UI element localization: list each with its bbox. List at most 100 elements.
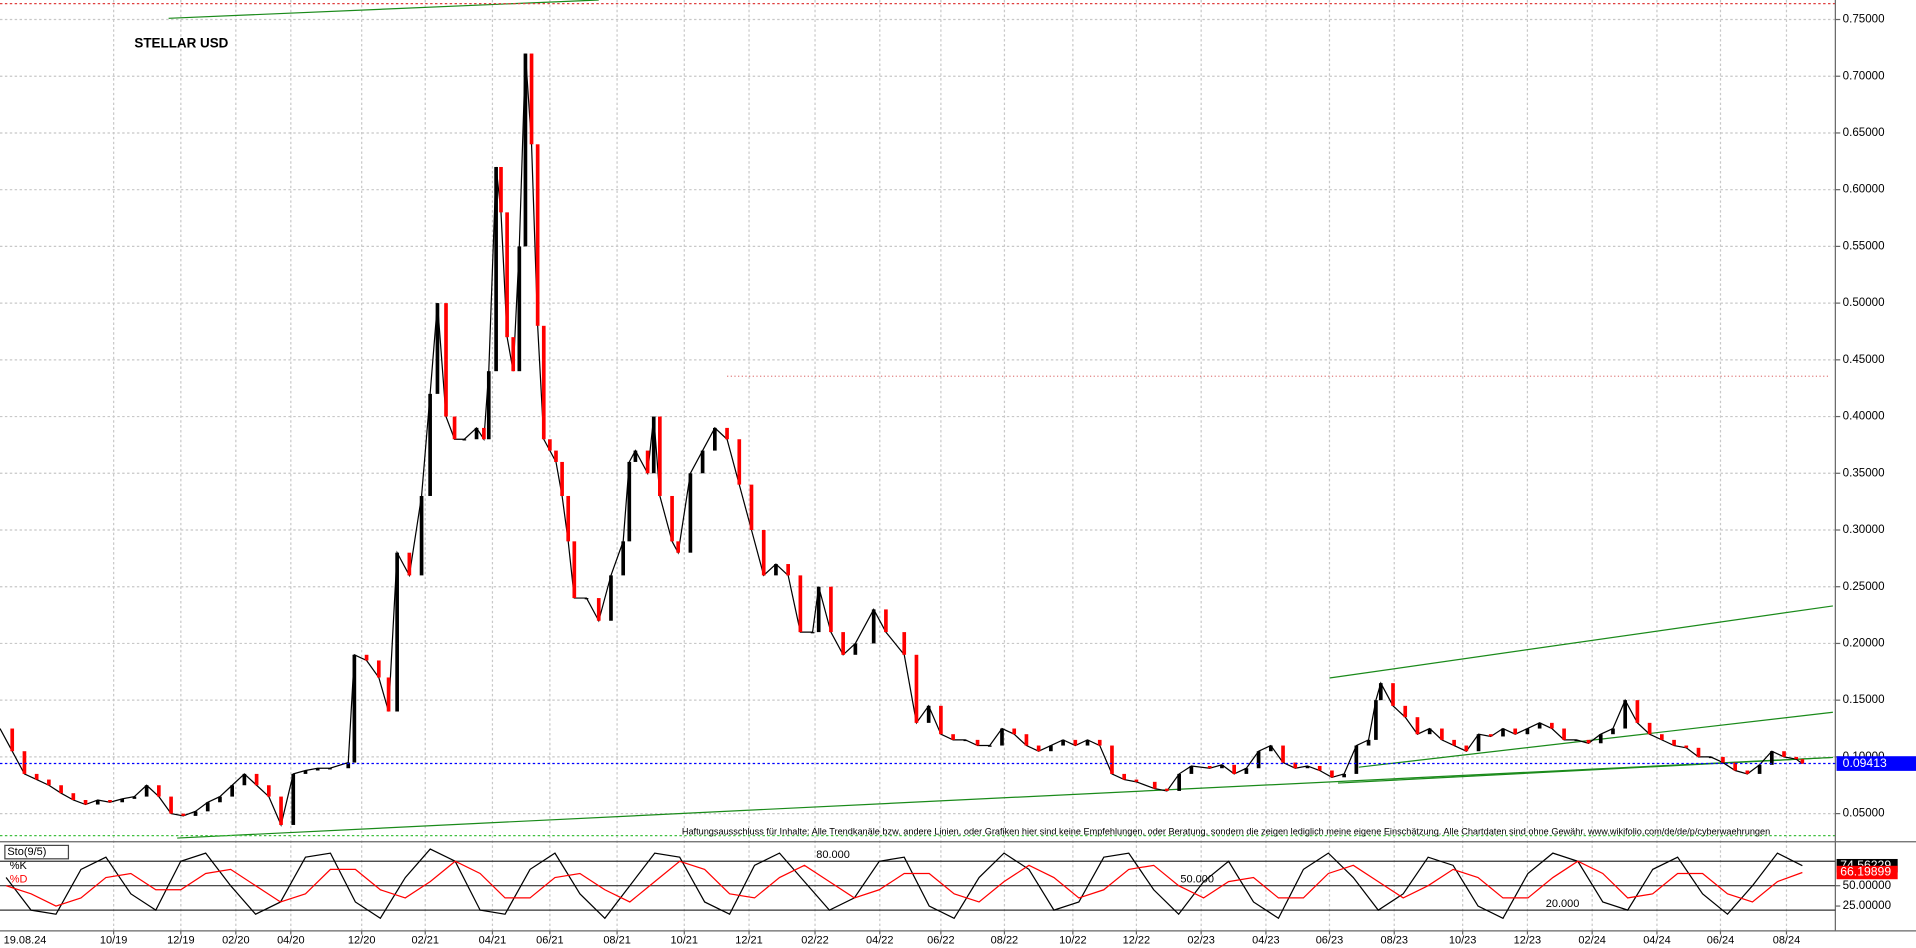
x-tick-label: 04/24 (1643, 935, 1671, 947)
candle (59, 785, 63, 794)
legend-entry: %D (10, 873, 28, 885)
x-tick-label: 10/19 (100, 935, 128, 947)
candle (761, 530, 766, 576)
indicator-title: Sto(9/5) (7, 846, 46, 858)
candle (1574, 739, 1579, 742)
candle (554, 450, 558, 462)
candle (1232, 764, 1236, 774)
candle (713, 427, 717, 451)
x-tick-label: 12/20 (348, 935, 376, 947)
candle (1525, 728, 1530, 735)
x-tick-label: 08/24 (1773, 935, 1801, 947)
candle (1342, 773, 1346, 778)
x-tick-label: 04/22 (866, 935, 894, 947)
candle (1537, 722, 1542, 729)
candle (205, 802, 210, 812)
candle (444, 303, 448, 417)
candle (1476, 734, 1481, 752)
candle (328, 768, 332, 770)
last-value-box (1836, 865, 1898, 880)
candle (609, 575, 613, 621)
candle (279, 796, 283, 825)
grid (0, 0, 1836, 931)
candle (407, 552, 412, 576)
trend-line (168, 0, 599, 19)
candle (627, 461, 632, 542)
disclaimer: Haftungsausschluss für Inhalte: Alle Tre… (682, 826, 1770, 836)
x-tick-label: 02/21 (411, 935, 439, 947)
candle (688, 473, 693, 553)
candle (725, 427, 729, 440)
candle (987, 745, 992, 747)
candle (853, 643, 858, 655)
candle (1721, 756, 1725, 763)
candle (737, 439, 742, 485)
candle (218, 796, 222, 803)
candle (144, 785, 149, 797)
candle (1122, 773, 1127, 780)
candle (435, 303, 440, 394)
candle (71, 793, 76, 800)
trend-line (177, 756, 1833, 839)
x-tick-label: 10/23 (1449, 935, 1477, 947)
candle (132, 796, 137, 799)
x-tick-label: 12/21 (735, 935, 763, 947)
candle (517, 246, 522, 372)
candle (700, 450, 705, 474)
candle (926, 705, 931, 723)
trend-line (1358, 711, 1833, 768)
candle (645, 450, 650, 474)
candle (120, 798, 125, 803)
candle (798, 575, 803, 633)
candle (1152, 781, 1157, 789)
x-tick-label: 04/23 (1252, 935, 1280, 947)
candle (651, 416, 656, 474)
candle (566, 495, 571, 542)
candle (1550, 722, 1554, 729)
candle (230, 785, 235, 797)
candle (1757, 764, 1762, 774)
candle (95, 799, 100, 805)
candle (1097, 739, 1102, 746)
y-tick-label: 0.60000 (1843, 183, 1885, 196)
candle (749, 484, 754, 531)
candle (572, 541, 577, 599)
candle (939, 705, 943, 735)
candle (841, 632, 845, 655)
y-tick-label: 0.15000 (1843, 693, 1885, 706)
candle (529, 53, 534, 145)
level-label: 80.000 (816, 849, 850, 861)
x-tick-label: 02/20 (222, 935, 250, 947)
candle (505, 212, 509, 338)
candle (1391, 683, 1395, 706)
x-tick-label: 12/22 (1123, 935, 1151, 947)
candle (1586, 739, 1591, 744)
candle (1085, 739, 1090, 746)
candle (951, 734, 955, 740)
candle (1207, 765, 1212, 769)
candle (676, 541, 681, 553)
candle (511, 337, 516, 372)
candle (1672, 739, 1676, 746)
candle (34, 773, 39, 780)
candle (1293, 762, 1298, 769)
candle (1330, 770, 1334, 778)
candle (523, 53, 528, 247)
candle (1403, 705, 1408, 718)
candle (254, 773, 259, 786)
y-tick-label: 25.00000 (1843, 899, 1891, 912)
candle (419, 495, 424, 576)
candle (1794, 756, 1799, 760)
y-tick-label: 0.30000 (1843, 523, 1885, 536)
candle (1635, 700, 1640, 723)
candle (871, 609, 876, 644)
x-tick-label: 02/23 (1187, 935, 1215, 947)
candle (1427, 728, 1432, 735)
indicator-box (4, 844, 70, 860)
y-tick-label: 0.70000 (1843, 69, 1885, 82)
candle (494, 166, 498, 372)
candle (914, 654, 919, 723)
candle (633, 450, 638, 462)
candle (428, 393, 432, 496)
candle (1513, 728, 1518, 735)
